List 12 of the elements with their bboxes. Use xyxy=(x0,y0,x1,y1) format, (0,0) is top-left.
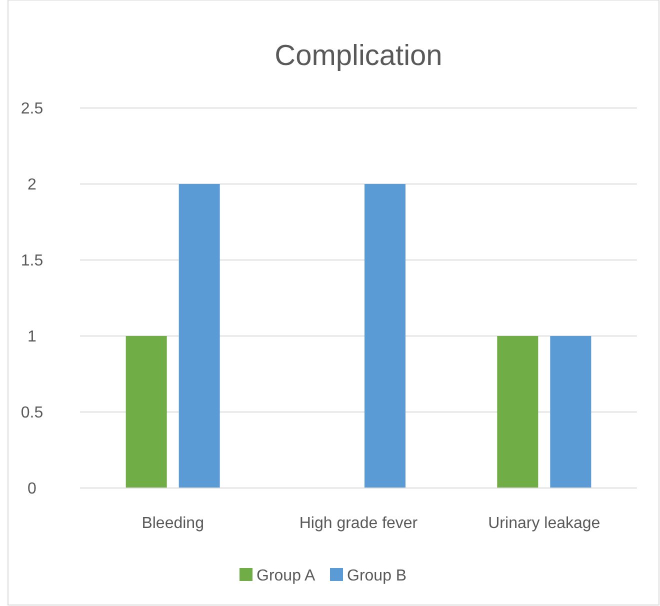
chart-title: Complication xyxy=(274,40,442,72)
y-tick-label: 1 xyxy=(28,328,37,346)
legend-label: Group B xyxy=(347,568,407,585)
legend-label: Group A xyxy=(256,568,316,585)
y-tick-label: 1.5 xyxy=(20,252,44,270)
x-tick-label: High grade fever xyxy=(299,515,418,532)
y-tick-label: 2 xyxy=(28,176,37,194)
x-tick-label: Bleeding xyxy=(142,515,204,532)
y-tick-label: 0 xyxy=(28,480,37,498)
y-tick-label: 2.5 xyxy=(20,100,44,118)
x-tick-label: Urinary leakage xyxy=(488,515,600,532)
y-tick-label: 0.5 xyxy=(20,404,44,422)
